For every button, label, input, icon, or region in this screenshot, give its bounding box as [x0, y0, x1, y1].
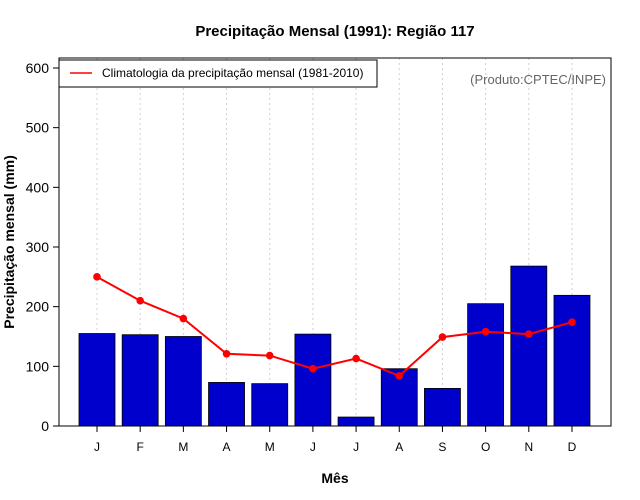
y-tick-label: 300 [26, 239, 50, 255]
x-tick-label: J [310, 440, 316, 454]
climatology-series [93, 273, 576, 380]
x-tick-label: J [353, 440, 359, 454]
climatology-point [438, 333, 447, 341]
plot-frame [58, 57, 612, 427]
legend: Climatologia da precipitação mensal (198… [58, 59, 378, 88]
y-axis: 0 100 200 300 400 500 600 [26, 60, 59, 434]
y-tick-label: 600 [26, 60, 50, 76]
bar [510, 265, 548, 427]
y-tick-label: 500 [26, 120, 50, 136]
x-tick-label: A [395, 440, 403, 454]
chart-title: Precipitação Mensal (1991): Região 117 [195, 23, 474, 40]
climatology-point [179, 314, 188, 323]
climatology-point [395, 372, 404, 380]
climatology-point [136, 296, 144, 305]
x-tick-label: S [438, 440, 446, 454]
climatology-line [96, 275, 573, 378]
bar [424, 388, 461, 427]
climatology-point [352, 354, 360, 363]
bar [337, 416, 375, 427]
y-tick-label: 200 [26, 299, 50, 315]
x-tick-label: A [223, 440, 231, 454]
x-tick-label: O [481, 440, 490, 454]
x-tick-label: N [524, 440, 533, 454]
climatology-point [265, 351, 274, 360]
climatology-point [525, 330, 533, 338]
x-tick-label: M [178, 440, 188, 454]
x-axis-label: Mês [321, 470, 348, 486]
legend-label: Climatologia da precipitação mensal (198… [102, 66, 363, 80]
legend-box [58, 59, 378, 88]
source-note: (Produto:CPTEC/INPE) [470, 72, 606, 87]
bar [467, 303, 505, 427]
bar [294, 333, 332, 427]
y-tick-label: 400 [26, 179, 50, 195]
bar [553, 294, 591, 427]
x-tick-label: F [137, 440, 144, 454]
y-tick-label: 100 [26, 358, 50, 374]
y-tick-label: 0 [41, 418, 49, 434]
climatology-point [222, 350, 231, 358]
bar [208, 382, 245, 427]
bar-series [78, 265, 591, 427]
x-tick-label: D [568, 440, 577, 454]
bar [251, 383, 289, 427]
climatology-point [481, 327, 490, 336]
bar [78, 333, 116, 427]
x-tick-label: J [94, 440, 100, 454]
climatology-point [568, 318, 576, 326]
bar [164, 336, 202, 427]
climatology-point [309, 364, 317, 373]
x-tick-label: M [265, 440, 275, 454]
climatology-point [93, 273, 101, 281]
y-axis-label: Precipitação mensal (mm) [1, 155, 17, 329]
bar [121, 334, 159, 427]
